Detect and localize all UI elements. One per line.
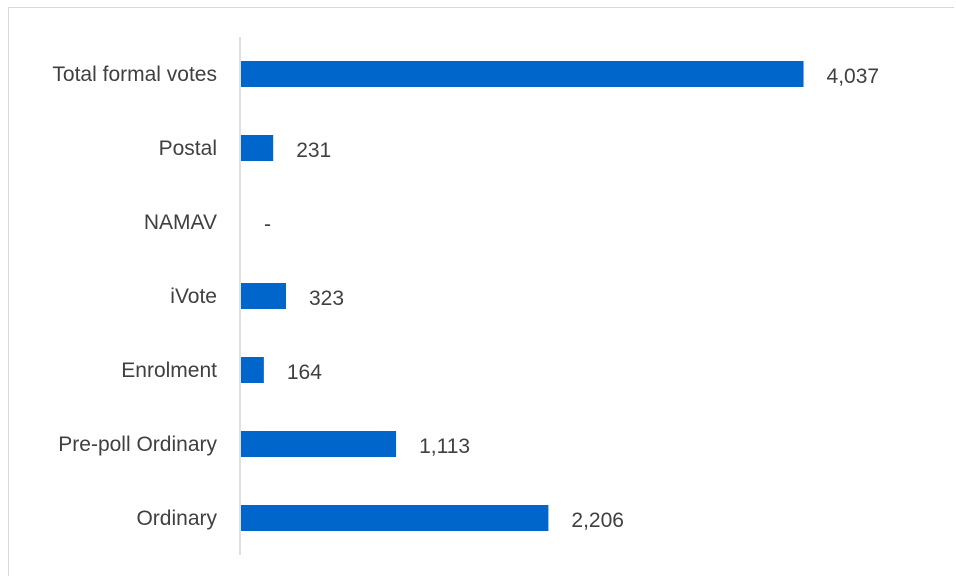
value-label-ordinary: 2,206	[571, 509, 624, 532]
bars-group	[241, 61, 804, 531]
chart-frame	[8, 7, 954, 576]
value-label-namav: -	[264, 213, 271, 236]
category-label-namav: NAMAV	[144, 211, 217, 234]
value-label-ivote: 323	[309, 287, 344, 310]
category-label-ivote: iVote	[170, 285, 217, 308]
bar-postal	[241, 135, 274, 161]
bar-pre-poll-ordinary	[241, 431, 397, 457]
category-label-total-formal-votes: Total formal votes	[52, 63, 217, 86]
bar-total-formal-votes	[241, 61, 804, 87]
bar-ordinary	[241, 505, 549, 531]
bar-enrolment	[241, 357, 264, 383]
category-label-ordinary: Ordinary	[136, 507, 217, 530]
category-labels-group: Total formal votes Postal NAMAV iVote Enrolm…	[52, 63, 217, 530]
category-label-enrolment: Enrolment	[121, 359, 217, 382]
value-labels-group: 4,037 231 - 323 164 1,113 2,206	[264, 65, 879, 532]
category-label-pre-poll-ordinary: Pre-poll Ordinary	[58, 433, 217, 456]
bar-ivote	[241, 283, 287, 309]
value-label-postal: 231	[296, 139, 331, 162]
value-label-enrolment: 164	[287, 361, 322, 384]
value-label-total-formal-votes: 4,037	[827, 65, 880, 88]
value-label-pre-poll-ordinary: 1,113	[419, 435, 470, 458]
category-label-postal: Postal	[159, 137, 217, 160]
